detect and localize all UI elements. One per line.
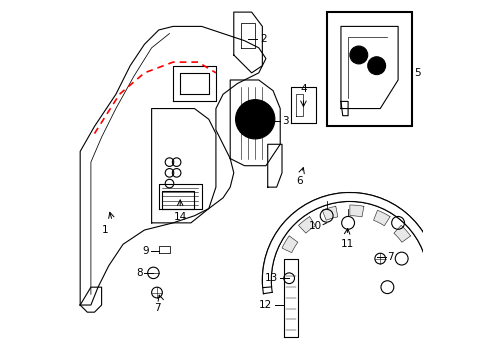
Text: 10: 10 xyxy=(308,221,322,231)
Polygon shape xyxy=(340,26,397,109)
Text: 4: 4 xyxy=(300,84,306,94)
Polygon shape xyxy=(373,210,389,226)
Circle shape xyxy=(235,100,274,139)
Text: 11: 11 xyxy=(340,239,353,249)
Polygon shape xyxy=(159,184,201,208)
Text: 8: 8 xyxy=(136,268,142,278)
Text: 7: 7 xyxy=(153,303,160,313)
Polygon shape xyxy=(290,87,315,123)
Polygon shape xyxy=(393,225,410,242)
Text: 12: 12 xyxy=(259,300,272,310)
Polygon shape xyxy=(80,26,265,305)
Polygon shape xyxy=(233,12,262,73)
Text: 7: 7 xyxy=(386,252,392,262)
Text: 14: 14 xyxy=(173,212,186,222)
Circle shape xyxy=(367,57,385,75)
Text: 1: 1 xyxy=(102,225,108,235)
Text: 9: 9 xyxy=(142,247,148,256)
Polygon shape xyxy=(349,205,363,217)
Polygon shape xyxy=(267,144,282,187)
Polygon shape xyxy=(340,102,347,116)
Text: 13: 13 xyxy=(264,273,278,283)
Polygon shape xyxy=(80,287,102,312)
Text: 2: 2 xyxy=(260,34,266,44)
Polygon shape xyxy=(322,206,337,220)
Polygon shape xyxy=(298,217,315,233)
Text: 6: 6 xyxy=(296,176,303,186)
Polygon shape xyxy=(230,80,280,166)
Polygon shape xyxy=(151,109,216,223)
Text: 5: 5 xyxy=(413,68,420,78)
Polygon shape xyxy=(173,66,216,102)
Bar xyxy=(326,12,411,126)
Polygon shape xyxy=(282,236,297,253)
Circle shape xyxy=(349,46,367,64)
Polygon shape xyxy=(283,258,298,337)
Text: 3: 3 xyxy=(282,116,288,126)
Wedge shape xyxy=(262,193,436,288)
